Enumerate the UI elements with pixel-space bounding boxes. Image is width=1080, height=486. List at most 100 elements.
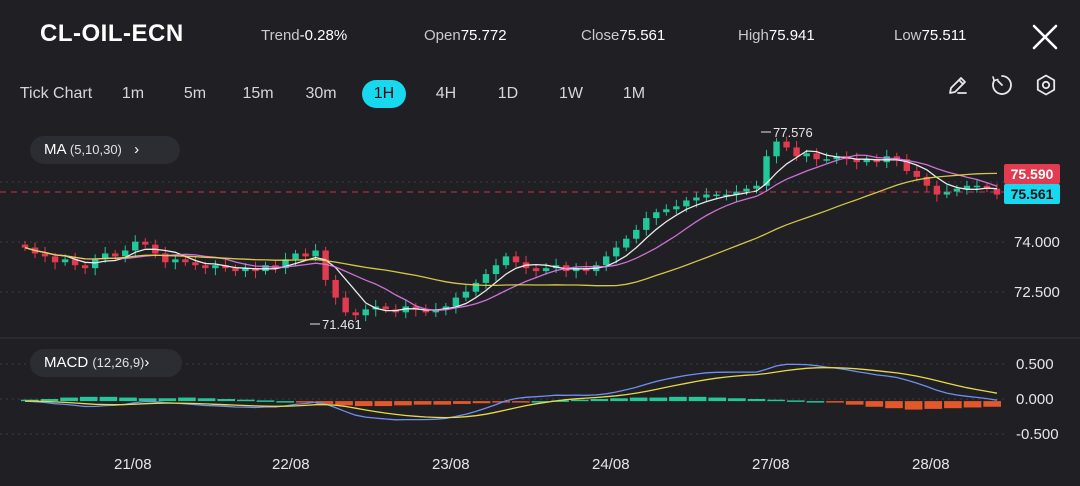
macd-histogram-bar [99, 396, 118, 402]
candle-body [633, 229, 640, 239]
candle-body [122, 250, 129, 257]
timeframe-1d[interactable]: 1D [497, 85, 519, 102]
candle-body [713, 194, 720, 197]
macd-histogram-bar [570, 399, 589, 402]
candle-body [763, 156, 770, 186]
candle-body [743, 188, 750, 192]
candle-body [653, 212, 660, 219]
candle-body [492, 265, 500, 275]
timeframe-4h[interactable]: 4H [435, 85, 457, 102]
timer-icon[interactable] [990, 73, 1014, 97]
timeframe-30m[interactable]: 30m [305, 85, 337, 102]
timeframe-1mo[interactable]: 1M [622, 85, 646, 102]
candle-body [292, 253, 299, 260]
candle-body [532, 268, 540, 272]
candle-body [382, 306, 389, 310]
macd-histogram-bar [512, 401, 530, 403]
macd-histogram-bar [276, 401, 294, 403]
candle-body [733, 191, 740, 195]
candle-body [623, 238, 630, 248]
pencil-icon[interactable] [946, 73, 970, 97]
macd-histogram-bar [60, 397, 78, 402]
candle-body [863, 159, 870, 163]
candle-body [302, 253, 309, 257]
macd-histogram-bar [158, 398, 177, 402]
macd-histogram-bar [786, 400, 805, 402]
open-label: Open [424, 27, 461, 44]
candle-body [412, 306, 420, 310]
macd-params: (12,26,9) [92, 355, 145, 370]
macd-histogram-bar [767, 399, 785, 402]
macd-histogram-bar [394, 401, 412, 406]
candle-body [923, 176, 931, 186]
macd-histogram-bar [413, 401, 432, 405]
candle-body [873, 159, 880, 163]
timeframe-bar: Tick Chart 1m 5m 15m 30m 1H 4H 1D 1W 1M [0, 80, 1080, 110]
candle-body [693, 197, 700, 201]
close-value: 75.561 [619, 27, 666, 44]
candle-body [162, 253, 169, 263]
candle-body [482, 274, 490, 283]
header-bar: CL-OIL-ECN Trend-0.28% Open75.772 Close7… [0, 0, 1080, 72]
macd-histogram-bar [21, 399, 39, 402]
moving-average-lines [24, 150, 998, 312]
macd-histogram-bar [924, 401, 943, 409]
candle-body [613, 247, 620, 257]
macd-histogram-bar [178, 397, 196, 402]
candle-body [542, 268, 550, 272]
price-axis-label: 72.500 [1014, 284, 1060, 301]
timeframe-15m[interactable]: 15m [242, 85, 274, 102]
macd-histogram-bar [649, 397, 668, 402]
macd-histogram-bar [806, 401, 825, 403]
candle-body [61, 259, 69, 263]
macd-histogram-bar [256, 400, 275, 402]
candle-body [753, 185, 760, 189]
timeframe-tick-chart[interactable]: Tick Chart [19, 85, 93, 102]
close-icon[interactable] [1030, 22, 1060, 52]
macd-histogram-bar [845, 401, 864, 405]
date-axis-label: 22/08 [272, 456, 310, 473]
macd-histogram-bar [590, 398, 609, 402]
macd-histogram-bar [433, 401, 452, 405]
ma-indicator-pill[interactable]: MA (5,10,30) › [30, 136, 180, 164]
ma5-line [24, 150, 998, 312]
candle-body [813, 153, 820, 160]
macd-dea-line [24, 366, 998, 419]
candle-body [773, 141, 780, 157]
macd-axis-label: 0.000 [1016, 391, 1054, 408]
candle-body [472, 282, 480, 292]
candle-body [132, 241, 139, 251]
timeframe-5m[interactable]: 5m [183, 85, 207, 102]
candle-body [192, 262, 199, 266]
macd-histogram-bar [963, 401, 982, 408]
ma30-line [24, 172, 998, 287]
date-axis-label: 28/08 [912, 456, 950, 473]
macd-histogram-bar [40, 398, 59, 402]
timeframe-1h[interactable]: 1H [362, 80, 406, 108]
macd-histogram-bar [531, 401, 550, 403]
settings-icon[interactable] [1034, 73, 1058, 97]
macd-indicator-pill[interactable]: MACD (12,26,9)› [30, 349, 182, 377]
candle-body [142, 241, 149, 245]
candle-body [21, 244, 29, 248]
candle-body [833, 156, 840, 160]
macd-axis-label: 0.500 [1016, 356, 1054, 373]
trend-label: Trend [261, 27, 300, 44]
candle-body [282, 259, 289, 269]
candle-body [462, 291, 470, 298]
macd-histogram-bar [826, 401, 844, 403]
low-stat: Low75.511 [894, 27, 966, 44]
timeframe-1m[interactable]: 1m [121, 85, 145, 102]
macd-histogram-bar [688, 396, 707, 402]
macd-histogram-bar [453, 401, 471, 404]
candle-body [973, 185, 981, 188]
macd-histogram-bar [315, 401, 334, 404]
macd-histogram-bar [374, 401, 393, 407]
candle-body [502, 256, 510, 266]
timeframe-1w[interactable]: 1W [559, 85, 583, 102]
open-stat: Open75.772 [424, 27, 507, 44]
date-axis-label: 23/08 [432, 456, 470, 473]
current-price-tag: 75.561 [1004, 184, 1060, 204]
macd-axis-label: -0.500 [1016, 426, 1059, 443]
